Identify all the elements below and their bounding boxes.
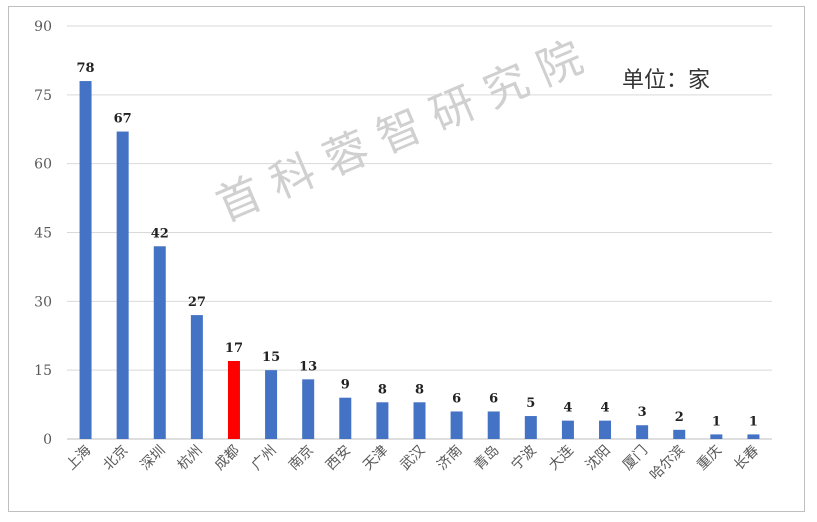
data-label: 1 (712, 414, 721, 429)
x-tick-label: 厦门 (620, 443, 651, 474)
chart-frame (8, 6, 805, 512)
bar (561, 420, 574, 439)
data-label: 67 (114, 112, 132, 127)
bar (599, 420, 612, 439)
data-label: 5 (526, 396, 535, 411)
data-label: 78 (77, 61, 95, 76)
bar (710, 434, 723, 439)
data-label: 3 (638, 405, 647, 420)
data-label: 15 (262, 350, 280, 365)
bar (747, 434, 760, 439)
y-tick-label: 60 (34, 157, 52, 173)
bar (636, 425, 649, 439)
data-label: 6 (489, 391, 498, 406)
x-tick-label: 西安 (323, 443, 354, 474)
data-label: 13 (299, 359, 317, 374)
x-tick-label: 长春 (731, 443, 762, 474)
bar (673, 429, 686, 439)
y-tick-label: 30 (34, 294, 52, 310)
bar (79, 81, 92, 440)
x-tick-label: 杭州 (175, 443, 206, 474)
data-label: 9 (341, 378, 350, 393)
bar (265, 370, 278, 439)
x-tick-label: 天津 (360, 443, 391, 474)
x-tick-label: 北京 (100, 443, 131, 474)
x-tick-label: 成都 (212, 443, 243, 474)
bar (339, 397, 352, 439)
bar (413, 402, 426, 439)
data-label: 1 (749, 414, 758, 429)
y-tick-label: 45 (34, 226, 52, 242)
y-tick-label: 15 (34, 363, 52, 379)
y-tick-label: 0 (43, 432, 52, 448)
x-tick-label: 重庆 (694, 443, 725, 474)
unit-annotation: 单位：家 (622, 68, 711, 93)
data-label: 4 (601, 401, 610, 416)
bar (524, 416, 537, 439)
bar (487, 411, 500, 439)
x-tick-label: 济南 (434, 443, 465, 474)
data-label: 27 (188, 295, 206, 310)
bar (450, 411, 463, 439)
x-tick-label: 广州 (249, 443, 280, 474)
x-tick-label: 哈尔滨 (647, 443, 688, 484)
data-label: 4 (563, 401, 572, 416)
data-label: 6 (452, 391, 461, 406)
data-label: 2 (675, 410, 684, 425)
x-tick-label: 武汉 (397, 443, 428, 474)
x-tick-label: 大连 (546, 443, 577, 474)
y-tick-label: 90 (34, 19, 52, 35)
x-tick-label: 沈阳 (583, 443, 614, 474)
data-label: 17 (225, 341, 243, 356)
y-tick-label: 75 (34, 88, 52, 104)
data-label: 8 (378, 382, 387, 397)
x-tick-label: 上海 (63, 443, 94, 474)
bar (302, 379, 315, 439)
bar (153, 246, 166, 439)
x-tick-label: 深圳 (137, 443, 168, 474)
bar (190, 315, 203, 439)
bar (116, 131, 129, 440)
data-label: 42 (151, 226, 169, 241)
data-label: 8 (415, 382, 424, 397)
x-tick-label: 青岛 (471, 443, 502, 474)
bar (227, 360, 240, 439)
bar (376, 402, 389, 439)
x-tick-label: 南京 (286, 443, 317, 474)
x-tick-label: 宁波 (508, 442, 540, 474)
